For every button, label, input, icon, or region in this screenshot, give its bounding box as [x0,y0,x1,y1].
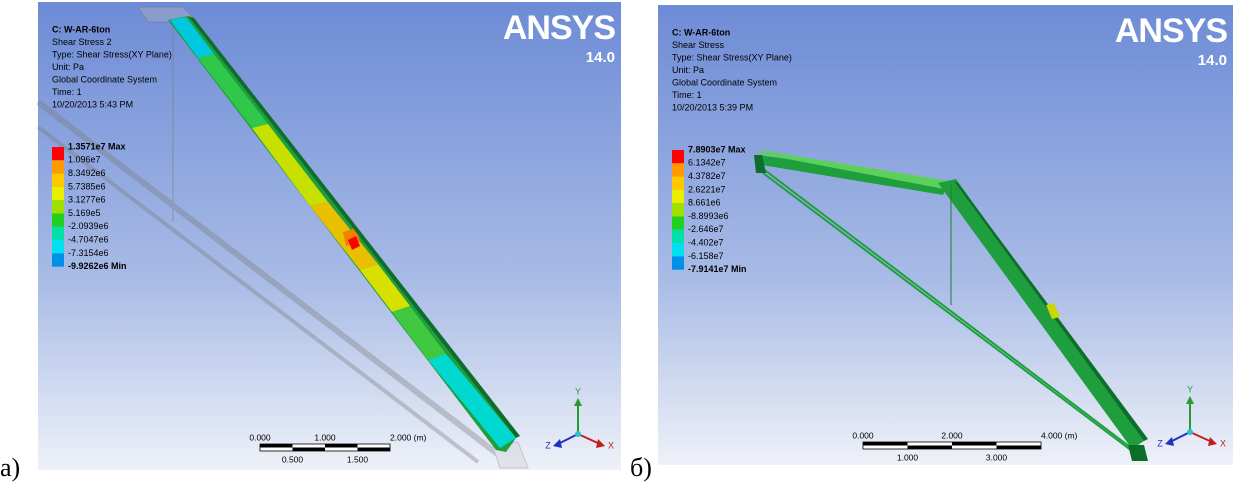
logo: ANSYS [1115,12,1227,50]
info-line: Time: 1 [52,87,82,97]
viewport-background [658,5,1233,465]
axis-label: Z [1157,438,1163,448]
info-line: 10/20/2013 5:43 PM [52,99,133,109]
legend-label: 2.6221e7 [688,184,726,194]
legend-label: -7.3154e6 [68,248,109,258]
axis-label: X [1220,438,1226,448]
info-line: Global Coordinate System [52,74,157,84]
legend-label: -8.8993e6 [688,211,729,221]
info-line: C: W-AR-6ton [672,27,730,37]
legend-swatch [52,187,64,200]
info-line: C: W-AR-6ton [52,24,110,34]
version: 14.0 [1198,52,1227,69]
legend-label: 8.661e6 [688,198,721,208]
info-line: Global Coordinate System [672,77,777,87]
panel-label: а) [0,453,20,482]
info-line: Shear Stress [672,40,725,50]
legend-swatch [52,200,64,213]
legend-swatch [52,227,64,240]
info-line: Unit: Pa [52,62,84,72]
legend-swatch [52,147,64,160]
legend-swatch [672,243,684,256]
scale-label: 3.000 [986,452,1008,462]
scale-label: 0.500 [282,454,304,464]
legend-swatch [672,163,684,176]
scale-label: 2.000 [941,430,963,440]
panel-label: б) [630,453,652,482]
scale-label: 0.000 [249,432,271,442]
legend-swatch [672,150,684,163]
legend-label: -2.0939e6 [68,221,109,231]
scale-label: 1.500 [347,454,369,464]
legend-label: 6.1342e7 [688,158,726,168]
scale-label: 1.000 [314,432,336,442]
page: C: W-AR-6ton Shear Stress 2 Type: Shear St… [0,0,1237,486]
viewport-a: C: W-AR-6ton Shear Stress 2 Type: Shear St… [38,2,621,470]
version: 14.0 [586,49,615,66]
info-line: Type: Shear Stress(XY Plane) [672,52,792,62]
legend-swatch [672,190,684,203]
legend-swatch [52,214,64,227]
legend-label: 5.7385e6 [68,181,106,191]
legend-swatch [52,160,64,173]
legend-label: -2.646e7 [688,224,724,234]
axis-label: X [608,440,614,450]
legend-swatch [52,240,64,253]
legend-label: -4.402e7 [688,237,724,247]
info-line: Shear Stress 2 [52,37,112,47]
legend-swatch [52,253,64,266]
scale-label: 0.000 [852,430,874,440]
info-line: Time: 1 [672,90,702,100]
viewport-background [38,2,621,470]
legend-label: -7.9141e7 Min [688,264,747,274]
legend-label: 1.096e7 [68,155,101,165]
legend-label: 8.3492e6 [68,168,106,178]
legend-label: 5.169e5 [68,208,101,218]
legend-label: 3.1277e6 [68,195,106,205]
logo: ANSYS [503,9,615,47]
legend-label: -4.7047e6 [68,234,109,244]
legend-swatch [672,256,684,269]
legend-swatch [672,203,684,216]
info-line: Unit: Pa [672,65,704,75]
axis-label: Y [575,386,581,396]
legend-swatch [672,230,684,243]
viewport-b: C: W-AR-6ton Shear Stress Type: Shear Stre… [658,5,1233,465]
legend-swatch [672,217,684,230]
legend-label: -9.9262e6 Min [68,261,127,271]
legend-label: -6.158e7 [688,251,724,261]
legend-label: 1.3571e7 Max [68,141,126,151]
axis-label: Y [1187,384,1193,394]
info-line: 10/20/2013 5:39 PM [672,102,753,112]
scale-label: 1.000 [897,452,919,462]
scale-label: 2.000 (m) [390,432,427,442]
legend-label: 7.8903e7 Max [688,144,746,154]
scale-label: 4.000 (m) [1041,430,1078,440]
axis-label: Z [545,440,551,450]
scale-bar [260,444,390,451]
scale-bar [863,442,1041,449]
legend-label: 4.3782e7 [688,171,726,181]
legend-swatch [52,174,64,187]
info-line: Type: Shear Stress(XY Plane) [52,49,172,59]
legend-swatch [672,177,684,190]
